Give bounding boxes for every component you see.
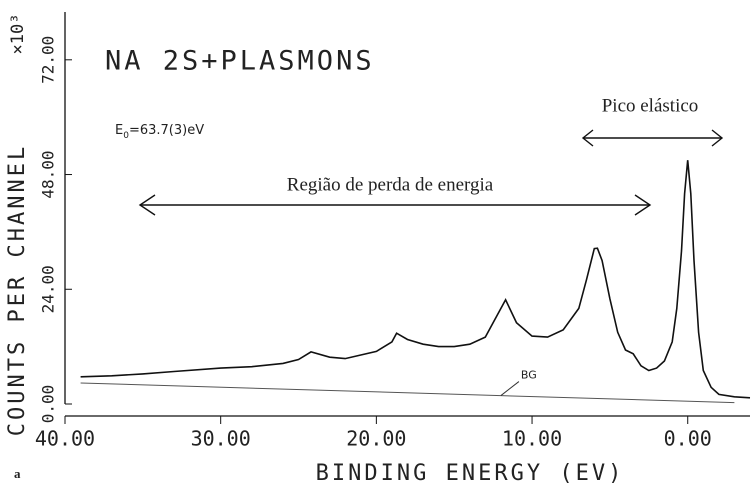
arrows: [138, 129, 724, 216]
y-multiplier: ×10³: [8, 14, 28, 55]
annotation: Região de perda de energia: [287, 174, 494, 195]
x-tick-label: 10.00: [502, 427, 562, 451]
e0-sub: 0: [123, 131, 129, 141]
y-tick-label: 0.00: [39, 385, 58, 424]
e0-annotation: E0=63.7(3)eV: [115, 123, 204, 141]
series-line: [80, 160, 751, 399]
series-line: [80, 382, 735, 404]
y-axis-label: COUNTS PER CHANNEL: [5, 144, 30, 436]
annotation: Pico elástico: [602, 95, 699, 116]
x-axis-label: BINDING ENERGY (EV): [316, 461, 625, 486]
x-tick-label: 20.00: [346, 427, 406, 451]
e0-text: =63.7(3)eV: [129, 123, 204, 138]
panel-label: a: [14, 466, 21, 481]
y-tick-label: 48.00: [39, 150, 58, 198]
series-label: BG: [521, 369, 537, 382]
e0-symbol: E: [115, 123, 123, 138]
y-tick-label: 72.00: [39, 36, 58, 84]
x-tick-label: 40.00: [35, 427, 95, 451]
x-tick-label: 0.00: [664, 427, 712, 451]
y-tick-label: 24.00: [39, 265, 58, 313]
label-leader: [500, 381, 520, 396]
chart-title: NA 2S+PLASMONS: [105, 46, 375, 77]
x-tick-label: 30.00: [191, 427, 251, 451]
